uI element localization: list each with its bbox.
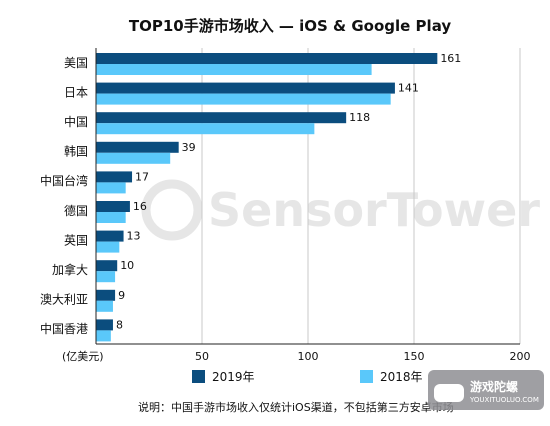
category-label: 韩国 [64,144,88,159]
bar-2018 [96,271,116,283]
category-label: 美国 [64,56,88,70]
category-label: 英国 [64,233,88,247]
legend-label-2019: 2019年 [212,370,255,384]
badge-text: 游戏陀螺 [470,379,518,394]
watermark-text: SensorTower [208,183,540,237]
x-tick-label: 150 [404,350,425,363]
bar-2019 [96,82,395,94]
category-label: 中国台湾 [40,173,88,188]
x-tick-label: 200 [510,350,531,363]
data-label: 9 [118,289,125,302]
data-label: 17 [135,170,149,183]
data-label: 141 [398,82,419,95]
bar-2019 [96,289,116,301]
legend: 2019年 2018年 [192,370,423,384]
category-label: 澳大利亚 [40,293,88,307]
bar-2018 [96,241,120,253]
bar-2018 [96,93,391,105]
category-label: 中国 [64,114,88,129]
bar-2019 [96,112,347,124]
bar-2019 [96,141,179,153]
category-label: 日本 [64,85,88,99]
badge-logo: 游戏陀螺 YOUXITUOLUO.COM [428,370,544,410]
bar-2018 [96,123,315,135]
bar-2019 [96,201,130,212]
data-label: 8 [116,318,123,331]
footnote: 说明：中国手游市场收入仅统计iOS渠道，不包括第三方安卓市场 [138,400,454,414]
data-label: 118 [349,111,370,124]
bar-2018 [96,64,372,75]
data-label: 10 [120,259,134,272]
data-label: 13 [127,230,141,243]
bar-2018 [96,212,126,223]
badge-subtext: YOUXITUOLUO.COM [469,396,539,404]
bars [96,53,438,342]
bar-2018 [96,182,126,194]
labels: 161 美国 141 日本 118 中国 39 韩国 17 中国台湾 16 德国 13 英国 10 加拿大 9 澳… [40,52,461,336]
legend-swatch-2018 [360,370,373,383]
category-label: 中国香港 [40,321,88,336]
legend-swatch-2019 [192,370,205,383]
data-label: 16 [133,200,147,213]
bar-2019 [96,171,133,183]
watermark-logo-icon [141,179,203,241]
x-tick-label: 100 [298,350,319,363]
category-label: 加拿大 [52,262,88,277]
x-tick-label: 50 [195,350,209,363]
bar-2019 [96,260,118,272]
bar-2019 [96,230,124,242]
data-label: 161 [440,52,461,65]
gamepad-icon [434,384,464,402]
bar-2019 [96,53,438,64]
bar-2018 [96,152,171,164]
x-unit-label: (亿美元) [62,350,104,363]
bar-2018 [96,330,111,342]
watermark: SensorTower [141,179,540,241]
bar-2018 [96,300,113,312]
bar-2019 [96,319,113,331]
grid-lines: 50 100 150 200 [195,48,531,363]
legend-label-2018: 2018年 [380,370,423,384]
category-label: 德国 [64,203,88,218]
chart-title: TOP10手游市场收入 — iOS & Google Play [129,17,452,35]
data-label: 39 [182,141,196,154]
